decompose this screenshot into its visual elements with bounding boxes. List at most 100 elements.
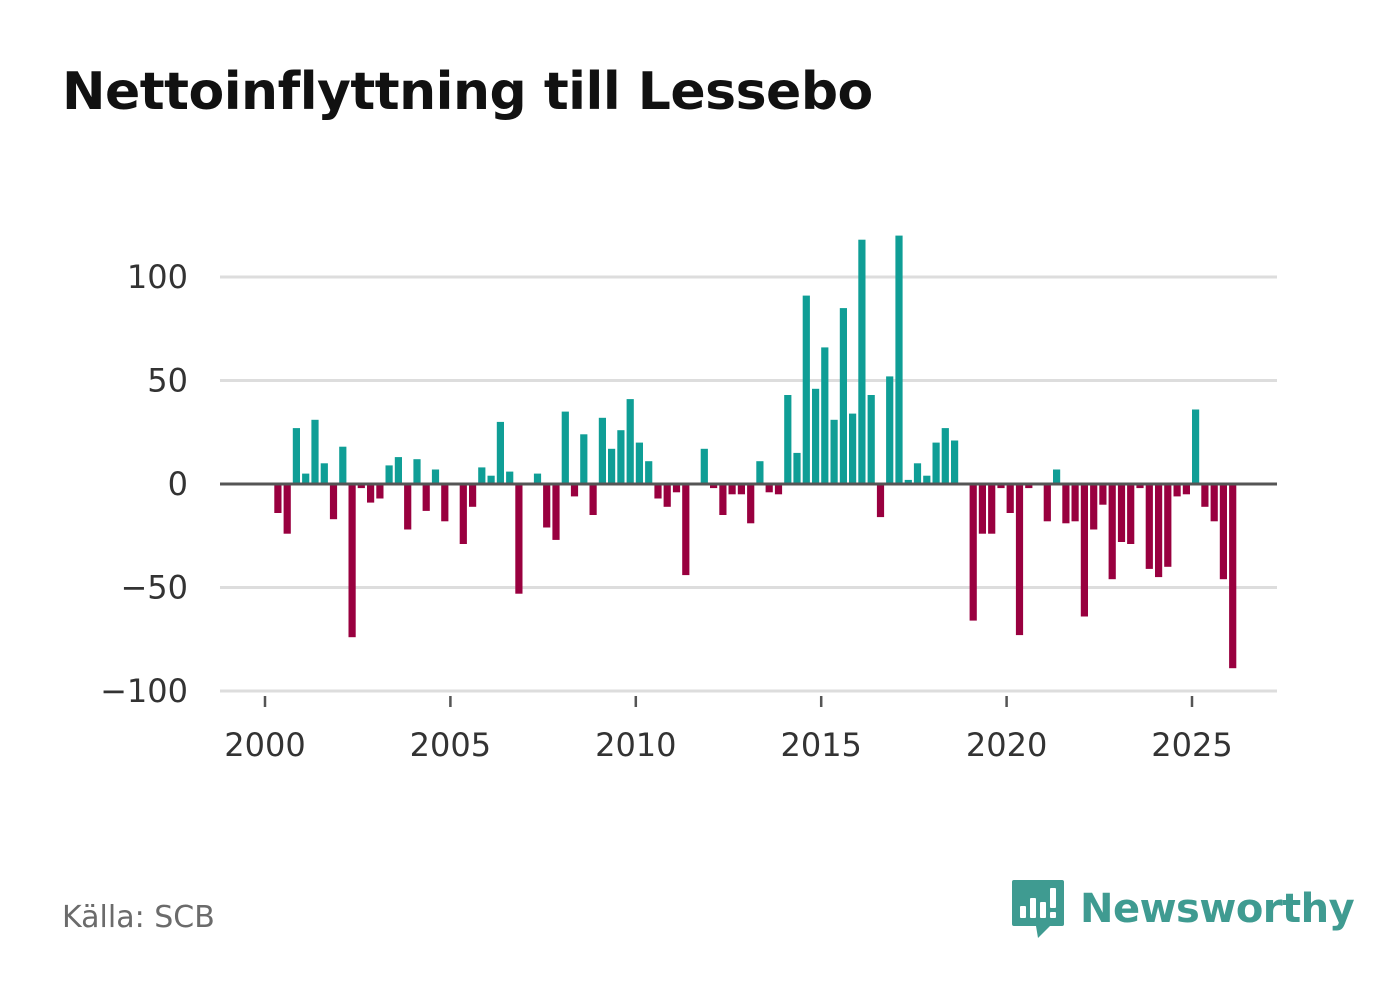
- bar: [274, 484, 282, 513]
- bar: [923, 475, 931, 484]
- bar: [283, 484, 291, 534]
- bar: [635, 442, 643, 484]
- bar: [812, 388, 820, 484]
- y-axis: 100 50 0 −50 −100: [100, 258, 188, 710]
- bar: [441, 484, 449, 522]
- gridlines: [220, 275, 1277, 693]
- bar: [302, 473, 310, 484]
- bar: [1145, 484, 1153, 569]
- bar: [339, 446, 347, 484]
- bar: [1117, 484, 1126, 542]
- bar: [821, 347, 829, 484]
- bar: [839, 308, 847, 484]
- y-tick-label: 0: [168, 465, 188, 503]
- x-tick-label: 2010: [595, 726, 676, 764]
- bar: [589, 484, 597, 515]
- bar: [969, 484, 977, 621]
- chart-title: Nettoinflyttning till Lessebo: [62, 62, 873, 122]
- bar: [765, 484, 773, 493]
- bar: [515, 484, 523, 594]
- bar: [608, 448, 616, 484]
- bar: [1099, 484, 1107, 505]
- bar: [1006, 484, 1014, 513]
- bar: [654, 484, 662, 499]
- bar: [1182, 484, 1190, 495]
- bar: [580, 434, 588, 484]
- bar: [1080, 484, 1088, 617]
- y-tick-label: 50: [147, 362, 188, 400]
- bar: [886, 376, 894, 484]
- bar: [1108, 484, 1116, 580]
- bar: [422, 484, 430, 511]
- bar: [1015, 484, 1024, 636]
- bar: [478, 467, 486, 484]
- bar: [459, 484, 467, 544]
- bar: [1201, 484, 1209, 507]
- bar: [904, 479, 912, 484]
- bars: [274, 235, 1237, 669]
- bar: [867, 395, 875, 484]
- bar: [747, 484, 755, 524]
- bar: [357, 484, 365, 489]
- y-tick-label: −50: [120, 569, 188, 607]
- bar: [367, 484, 375, 503]
- bar: [951, 440, 959, 484]
- bar: [1210, 484, 1218, 522]
- y-tick-label: 100: [127, 258, 188, 296]
- bar: [728, 484, 736, 495]
- bar: [617, 430, 625, 484]
- bar: [431, 469, 440, 484]
- bar: [1136, 484, 1144, 489]
- x-tick-label: 2015: [780, 726, 861, 764]
- x-tick-label: 2005: [410, 726, 491, 764]
- newsworthy-icon: [1012, 880, 1064, 938]
- bar: [784, 395, 792, 484]
- bar: [672, 484, 681, 493]
- bar: [404, 484, 412, 530]
- bar: [329, 484, 338, 520]
- bar: [1173, 484, 1181, 497]
- bar: [663, 484, 671, 507]
- bar: [1025, 484, 1033, 489]
- bar: [1192, 409, 1200, 484]
- bar: [737, 484, 745, 495]
- bar: [895, 235, 903, 484]
- bar: [793, 452, 801, 484]
- brand-name: Newsworthy: [1080, 886, 1355, 932]
- bar: [552, 484, 560, 540]
- bar: [292, 428, 300, 484]
- bar: [932, 442, 940, 484]
- newsworthy-logo: Newsworthy: [1010, 878, 1355, 940]
- bar: [710, 484, 718, 489]
- bar: [1071, 484, 1079, 522]
- bar: [570, 484, 579, 497]
- bar: [533, 473, 542, 484]
- bar: [1155, 484, 1163, 578]
- bar: [598, 417, 606, 484]
- bar: [774, 484, 783, 495]
- bar: [413, 459, 421, 484]
- bar: [320, 463, 328, 484]
- bar: [561, 411, 569, 484]
- bar: [487, 475, 495, 484]
- source-note: Källa: SCB: [62, 900, 215, 935]
- bar: [719, 484, 727, 515]
- bar: [311, 419, 319, 484]
- bar: [385, 465, 393, 484]
- y-tick-label: −100: [100, 672, 188, 710]
- bar: [997, 484, 1005, 489]
- bar: [756, 461, 764, 484]
- bar: [858, 239, 866, 484]
- x-tick-label: 2000: [224, 726, 305, 764]
- bar: [348, 484, 356, 638]
- x-tick-label: 2020: [966, 726, 1047, 764]
- bar: [1219, 484, 1227, 580]
- bar: [1043, 484, 1051, 522]
- bar: [700, 448, 708, 484]
- bar: [376, 484, 384, 499]
- bar: [543, 484, 551, 528]
- bar: [1229, 484, 1237, 669]
- bar: [941, 428, 949, 484]
- bar: [496, 421, 504, 484]
- bar: [849, 413, 857, 484]
